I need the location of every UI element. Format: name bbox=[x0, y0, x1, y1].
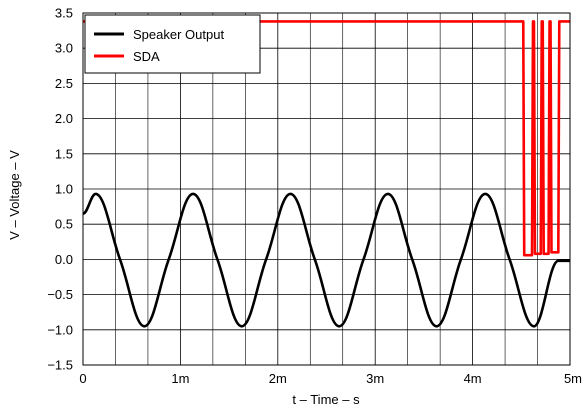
y-axis-label: V – Voltage – V bbox=[7, 150, 22, 240]
legend-label-speaker-output: Speaker Output bbox=[133, 27, 224, 42]
y-tick-label: −1.5 bbox=[47, 358, 73, 373]
x-tick-label: 5m bbox=[564, 371, 582, 386]
series-line-speaker-output bbox=[82, 192, 570, 328]
series-layer bbox=[82, 20, 570, 328]
x-tick-labels: 0 1m 2m 3m 4m 5m bbox=[79, 371, 582, 386]
legend: Speaker Output SDA bbox=[84, 14, 261, 74]
y-tick-label: 1.0 bbox=[55, 182, 73, 197]
legend-box bbox=[84, 14, 261, 74]
y-tick-label: 0.5 bbox=[55, 217, 73, 232]
y-tick-label: 0.0 bbox=[55, 252, 73, 267]
series-line-sda bbox=[83, 20, 570, 257]
legend-label-sda: SDA bbox=[133, 49, 160, 64]
x-axis-label: t – Time – s bbox=[292, 392, 360, 407]
x-tick-label: 4m bbox=[464, 371, 482, 386]
plot-frame bbox=[82, 12, 571, 366]
x-tick-label: 1m bbox=[171, 371, 189, 386]
y-tick-label: 3.0 bbox=[55, 41, 73, 56]
x-tick-label: 2m bbox=[269, 371, 287, 386]
y-tick-label: 1.5 bbox=[55, 146, 73, 161]
x-tick-label: 0 bbox=[79, 371, 86, 386]
y-tick-label: −1.0 bbox=[47, 322, 73, 337]
y-tick-label: 2.0 bbox=[55, 111, 73, 126]
y-tick-label: 3.5 bbox=[55, 6, 73, 21]
y-tick-label: −0.5 bbox=[47, 287, 73, 302]
y-tick-labels: −1.5 −1.0 −0.5 0.0 0.5 1.0 1.5 2.0 2.5 3.0 3.5 bbox=[47, 6, 73, 373]
x-tick-label: 3m bbox=[366, 371, 384, 386]
y-tick-label: 2.5 bbox=[55, 76, 73, 91]
